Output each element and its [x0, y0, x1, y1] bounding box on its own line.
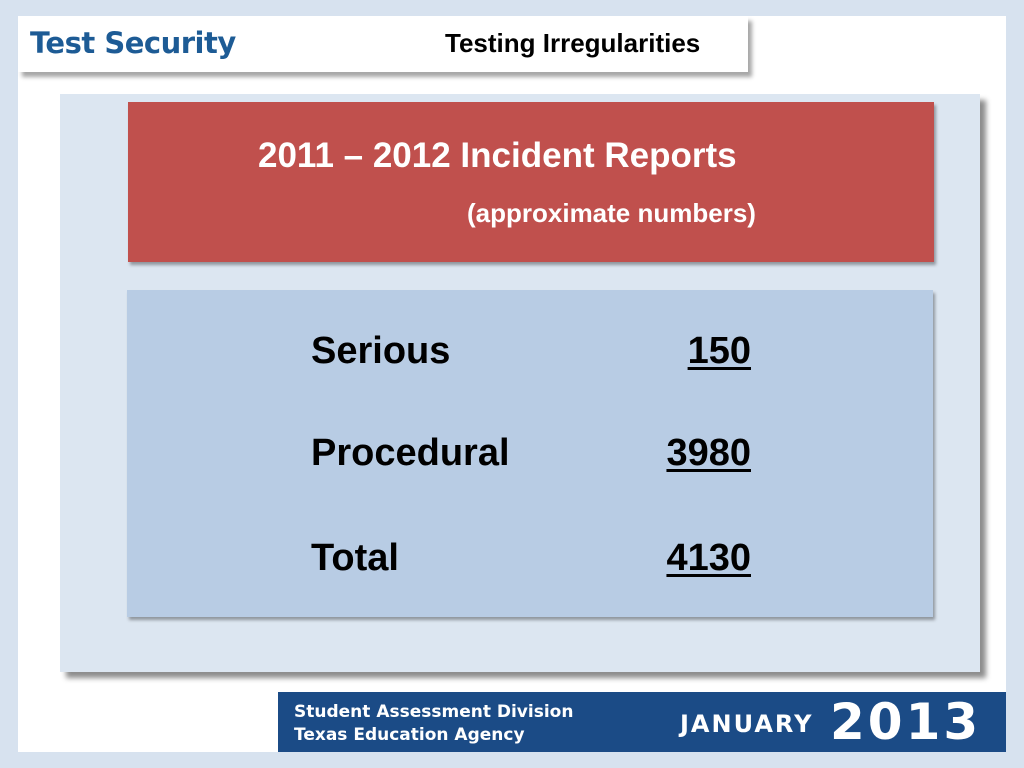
row-value-total: 4130: [666, 537, 751, 579]
row-label-total: Total: [311, 537, 399, 579]
row-label-procedural: Procedural: [311, 432, 510, 474]
report-title: 2011 – 2012 Incident Reports: [258, 136, 737, 175]
brand-title: Test Security: [30, 26, 236, 60]
row-value-serious: 150: [687, 330, 751, 372]
footer-year: 2013: [830, 693, 982, 751]
footer-month: JANUARY: [680, 710, 814, 738]
page-title: Testing Irregularities: [445, 28, 701, 58]
footer-banner: [275, 692, 1006, 752]
row-label-serious: Serious: [311, 330, 451, 372]
report-table-box: [127, 290, 933, 617]
row-value-procedural: 3980: [666, 432, 751, 474]
report-subtitle: (approximate numbers): [467, 198, 756, 228]
header-bar: [18, 16, 748, 72]
report-title-box: [128, 102, 934, 262]
footer-agency: Texas Education Agency: [294, 725, 525, 745]
footer-division: Student Assessment Division: [294, 702, 574, 722]
